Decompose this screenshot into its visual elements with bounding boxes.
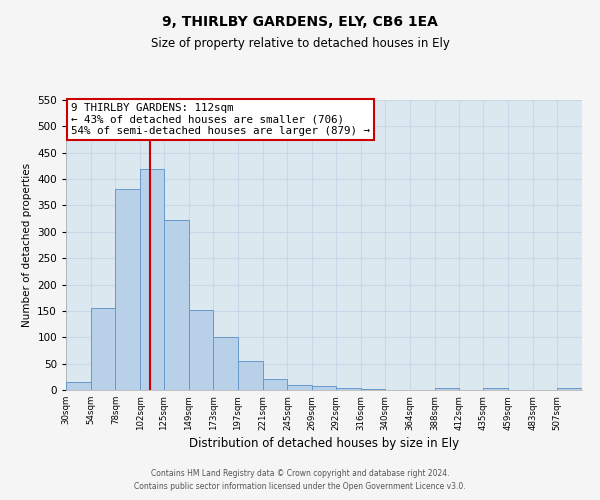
- Text: Size of property relative to detached houses in Ely: Size of property relative to detached ho…: [151, 38, 449, 51]
- Bar: [66, 382, 91, 390]
- Text: 9, THIRLBY GARDENS, ELY, CB6 1EA: 9, THIRLBY GARDENS, ELY, CB6 1EA: [162, 15, 438, 29]
- Bar: [557, 388, 582, 390]
- Bar: [336, 388, 361, 390]
- Bar: [287, 384, 312, 390]
- Bar: [312, 386, 336, 390]
- Text: 9 THIRLBY GARDENS: 112sqm
← 43% of detached houses are smaller (706)
54% of semi: 9 THIRLBY GARDENS: 112sqm ← 43% of detac…: [71, 103, 370, 136]
- Bar: [213, 338, 238, 390]
- Bar: [188, 310, 213, 390]
- Bar: [238, 361, 263, 390]
- Bar: [361, 389, 385, 390]
- Bar: [164, 220, 188, 390]
- Bar: [435, 388, 460, 390]
- Y-axis label: Number of detached properties: Number of detached properties: [22, 163, 32, 327]
- Bar: [263, 380, 287, 390]
- Bar: [483, 388, 508, 390]
- X-axis label: Distribution of detached houses by size in Ely: Distribution of detached houses by size …: [189, 436, 459, 450]
- Text: Contains HM Land Registry data © Crown copyright and database right 2024.: Contains HM Land Registry data © Crown c…: [151, 468, 449, 477]
- Bar: [140, 168, 164, 390]
- Bar: [115, 188, 140, 390]
- Bar: [91, 308, 115, 390]
- Text: Contains public sector information licensed under the Open Government Licence v3: Contains public sector information licen…: [134, 482, 466, 491]
